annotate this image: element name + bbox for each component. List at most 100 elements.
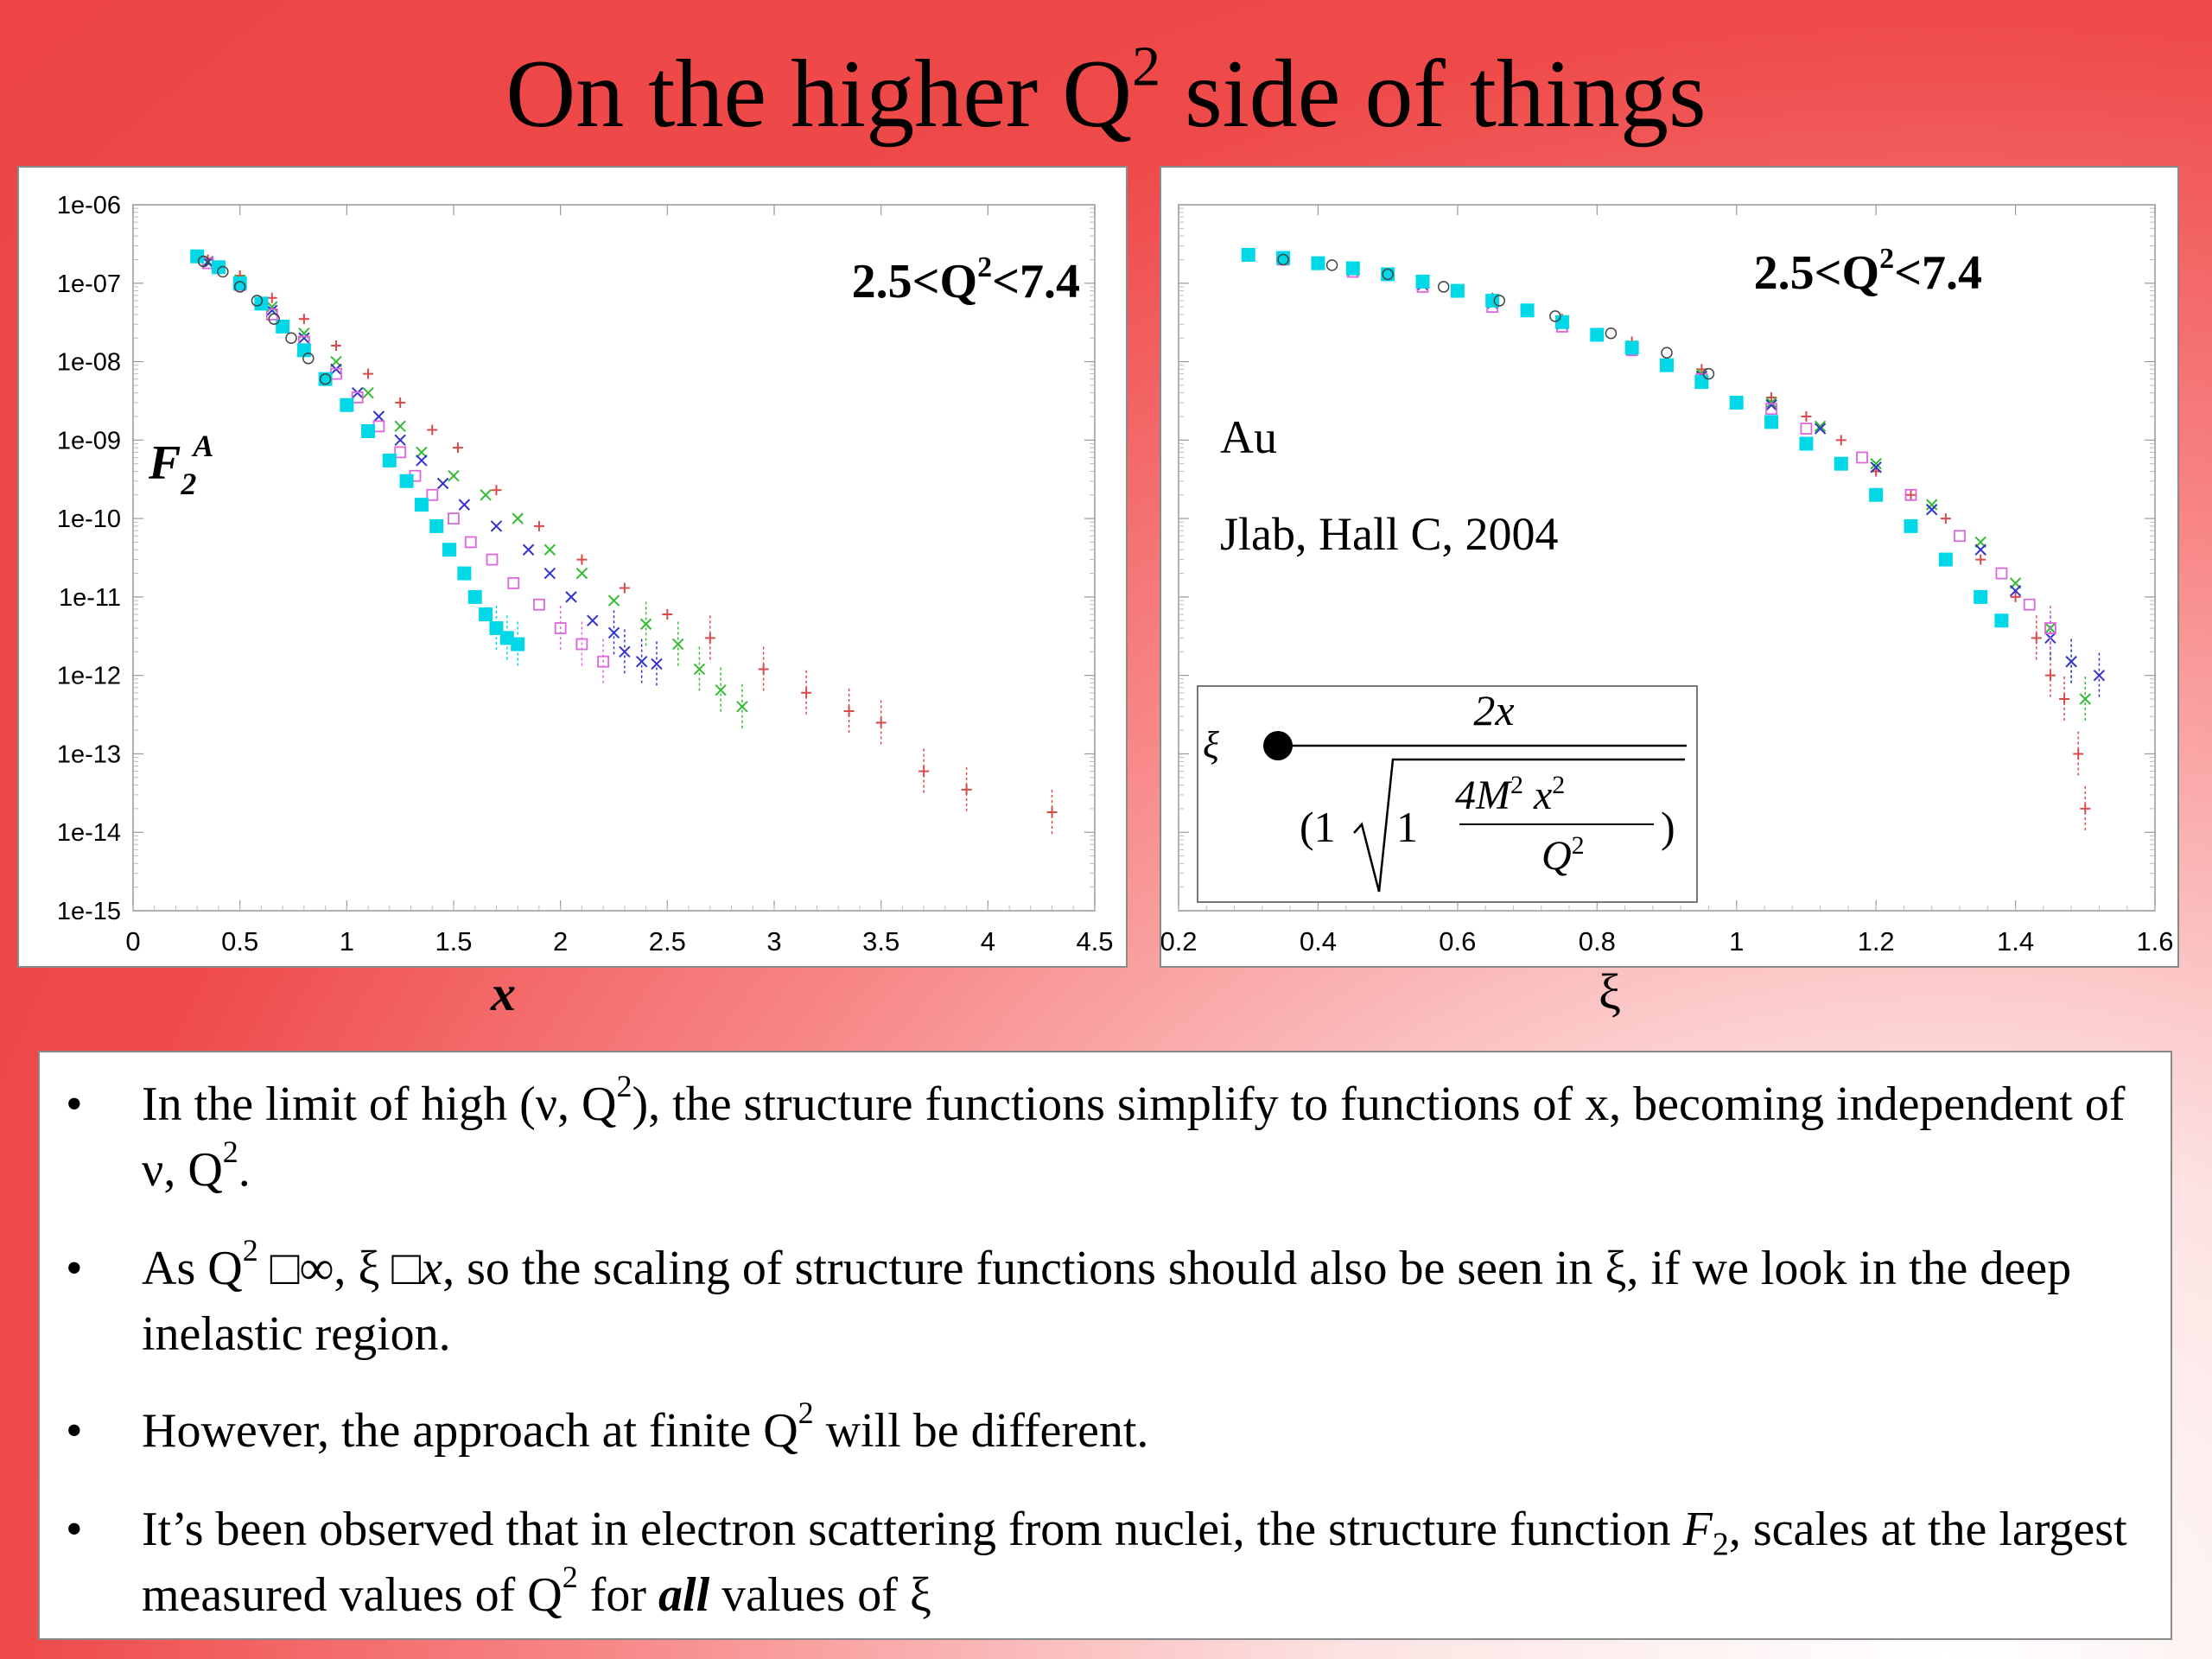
data-point <box>1450 283 1465 298</box>
data-point <box>251 295 264 307</box>
x-axis-title-x: x <box>491 965 516 1021</box>
data-point <box>416 446 428 459</box>
bullet-item: It’s been observed that in electron scat… <box>66 1497 2146 1628</box>
data-point <box>491 485 502 496</box>
data-point <box>1046 807 1058 818</box>
y-tick-label: 1e-11 <box>59 584 121 612</box>
x-tick-label: 0.2 <box>1161 926 1198 957</box>
y-tick-label: 1e-12 <box>57 663 121 690</box>
x-tick-label: 2.5 <box>649 926 686 957</box>
data-point <box>1276 251 1291 265</box>
data-point <box>1661 346 1673 359</box>
data-point <box>362 386 374 399</box>
data-point <box>1834 456 1848 471</box>
data-point <box>597 655 610 668</box>
data-point <box>394 434 406 447</box>
data-point <box>1729 396 1744 410</box>
data-point <box>1940 513 1951 524</box>
data-point <box>1382 268 1394 281</box>
data-point <box>2010 591 2021 602</box>
data-point <box>1520 303 1535 318</box>
bullet-item: In the limit of high (ν, Q2), the struct… <box>66 1071 2146 1203</box>
data-point <box>268 313 280 325</box>
data-point <box>442 543 457 557</box>
data-point <box>479 607 493 622</box>
formula-inner-den: Q2 <box>1541 831 1585 879</box>
data-point <box>619 582 630 594</box>
chart-f2-vs-xi: 0.2 0.4 0.6 0.8 1 1.2 1.4 1.6 2.5<Q2<7.4 Au Jlab, … <box>1161 204 2174 957</box>
data-point <box>565 591 577 603</box>
y-tick-label: 1e-07 <box>57 270 121 298</box>
data-point <box>2031 632 2042 644</box>
chart-f2-vs-x: 1e-15 1e-14 1e-13 1e-12 1e-11 1e-10 1e-09 1e-08… <box>57 192 1114 957</box>
data-series <box>1277 253 2106 698</box>
data-point <box>522 543 535 556</box>
data-point <box>197 255 210 268</box>
data-point <box>1590 327 1605 342</box>
x-tick-label: 3 <box>766 926 781 957</box>
bullet-list: In the limit of high (ν, Q2), the struct… <box>38 1051 2172 1640</box>
data-point <box>233 281 246 293</box>
data-point <box>372 410 385 423</box>
data-point <box>330 340 341 352</box>
formula-dot <box>1263 731 1293 760</box>
data-point <box>961 784 972 795</box>
data-point <box>1814 423 1827 435</box>
x-tick-label: 4.5 <box>1076 926 1113 957</box>
slide-title: On the higher Q2 side of things <box>505 35 1707 148</box>
data-series <box>1241 247 2009 628</box>
target-label: Au <box>1220 411 1277 463</box>
data-point <box>276 319 290 334</box>
y-tick-label: 1e-15 <box>57 898 121 925</box>
data-point <box>512 512 524 524</box>
data-point <box>1277 253 1289 266</box>
data-point <box>875 717 887 728</box>
chart-panel-x: 1e-15 1e-14 1e-13 1e-12 1e-11 1e-10 1e-09 1e-08… <box>17 166 1128 968</box>
data-point <box>1974 589 1988 604</box>
data-point <box>543 567 556 580</box>
data-point <box>543 543 556 556</box>
formula-box <box>1197 685 1698 903</box>
data-point <box>2044 622 2056 634</box>
data-point <box>266 301 278 313</box>
data-point <box>704 632 715 644</box>
data-point <box>285 332 297 344</box>
data-point <box>211 260 226 275</box>
data-series <box>1277 253 2056 652</box>
data-point <box>1995 567 2008 580</box>
data-point <box>1869 487 1884 502</box>
x-tick-label: 2 <box>553 926 568 957</box>
data-point <box>429 518 444 533</box>
data-point <box>452 442 463 454</box>
data-point <box>607 626 620 639</box>
data-point <box>1554 315 1569 329</box>
data-point <box>1801 411 1812 423</box>
formula-den-close: ) <box>1661 803 1675 851</box>
data-point <box>2009 584 2022 597</box>
q2-range-label: 2.5<Q2<7.4 <box>852 251 1080 308</box>
data-point <box>363 368 374 379</box>
formula-den-open: (1 <box>1300 803 1336 851</box>
source-label: Jlab, Hall C, 2004 <box>1220 508 1558 560</box>
data-point <box>480 489 492 501</box>
data-point <box>2023 598 2036 611</box>
data-point <box>467 589 482 604</box>
data-point <box>1624 340 1639 355</box>
data-point <box>554 622 567 634</box>
x-tick-label: 1 <box>340 926 354 957</box>
y-tick-label: 1e-06 <box>57 192 121 219</box>
data-point <box>232 276 247 290</box>
y-tick-label: 1e-09 <box>57 427 121 454</box>
data-point <box>1800 423 1813 435</box>
q2-range-label: 2.5<Q2<7.4 <box>1754 243 1982 300</box>
data-point <box>499 631 514 645</box>
data-series <box>1277 253 1715 380</box>
data-point <box>302 353 315 365</box>
bullet-item: However, the approach at finite Q2 will … <box>66 1397 2146 1464</box>
data-point <box>448 470 460 482</box>
data-point <box>801 687 812 698</box>
data-point <box>1311 256 1325 270</box>
data-point <box>1835 435 1847 446</box>
data-point <box>1870 457 1882 470</box>
x-axis-title-xi: ξ <box>1599 963 1621 1020</box>
